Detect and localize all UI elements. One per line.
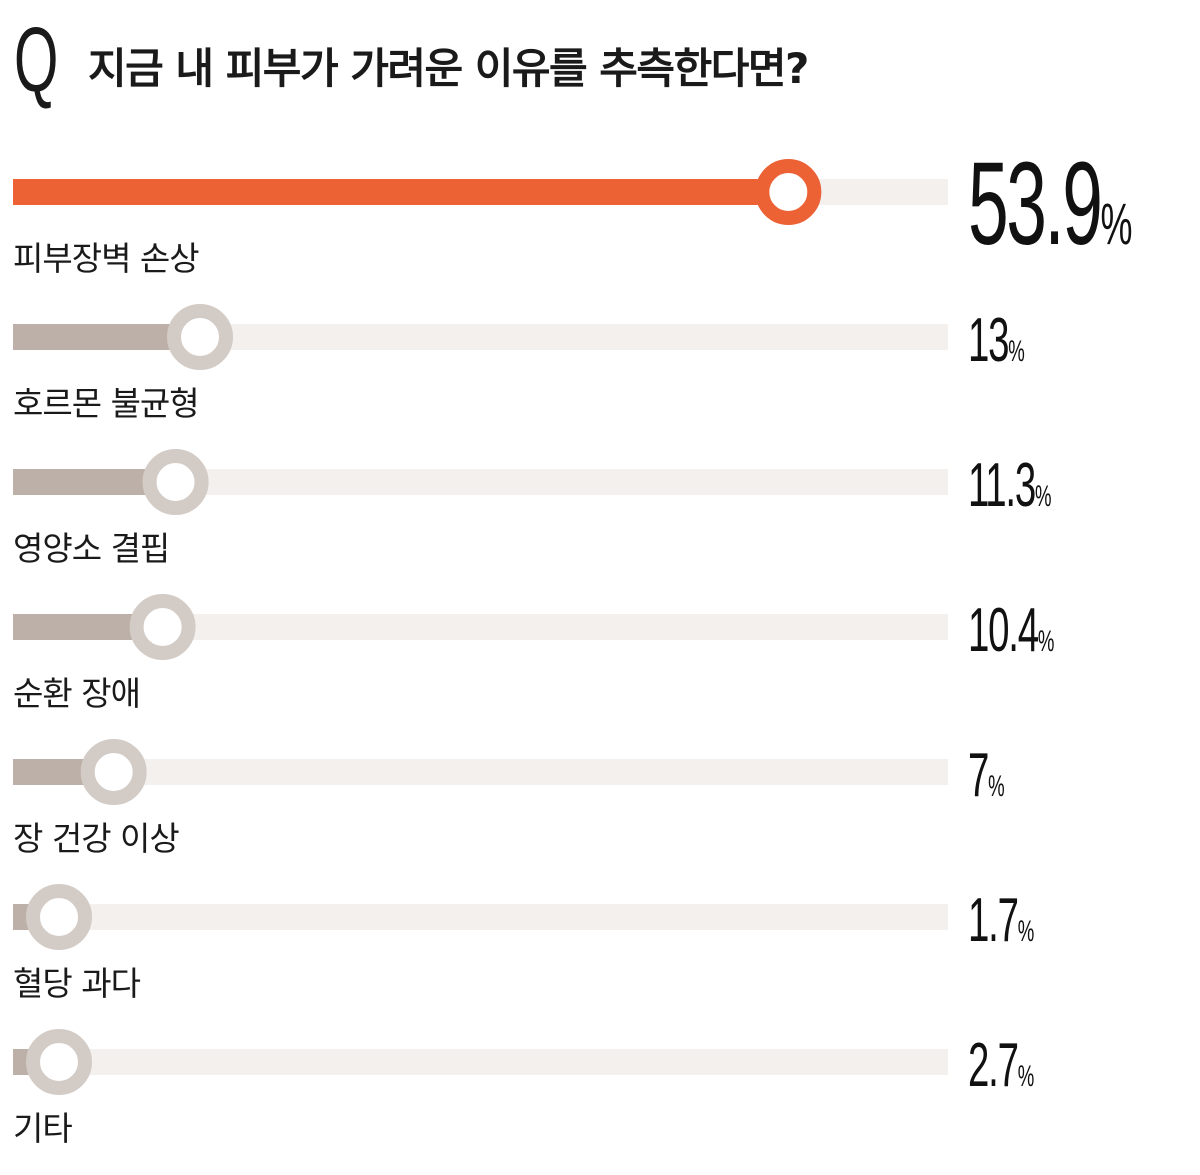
value-unit: % <box>1100 192 1131 257</box>
category-label: 장 건강 이상 <box>13 819 179 858</box>
value-number: 7% <box>968 740 1005 810</box>
bar-knob <box>80 739 147 805</box>
value-label: 11.3% <box>968 450 1053 520</box>
chart-title: 지금 내 피부가 가려운 이유를 추측한다면? <box>88 44 809 93</box>
category-label: 순환 장애 <box>13 674 140 713</box>
bar-track <box>13 904 948 930</box>
bar-knob <box>755 159 822 225</box>
value-label: 13% <box>968 305 1026 375</box>
category-label: 영양소 결핍 <box>13 529 169 568</box>
bar-knob <box>26 884 92 950</box>
bar-knob <box>26 1029 92 1095</box>
value-label: 2.7% <box>968 1030 1035 1100</box>
chart-header: Q 지금 내 피부가 가려운 이유를 추측한다면? <box>14 14 809 114</box>
bar-track <box>13 1049 948 1075</box>
value-unit: % <box>1038 625 1054 659</box>
category-label: 기타 <box>13 1109 72 1148</box>
bar-1 <box>13 179 789 205</box>
value-label: 7% <box>968 740 1006 810</box>
bar-knob <box>142 449 209 515</box>
value-label: 53.9% <box>968 137 1134 269</box>
bar-knob <box>129 594 196 660</box>
category-label: 혈당 과다 <box>13 964 141 1003</box>
value-label: 10.4% <box>968 595 1055 665</box>
value-unit: % <box>1018 1060 1034 1094</box>
category-label: 피부장벽 손상 <box>13 239 199 278</box>
value-number: 11.3% <box>968 450 1051 520</box>
value-number: 13% <box>968 305 1025 375</box>
value-number: 10.4% <box>968 595 1054 665</box>
value-unit: % <box>1018 915 1034 949</box>
bar-knob <box>167 304 233 370</box>
value-label: 1.7% <box>968 885 1035 955</box>
value-unit: % <box>1035 480 1051 514</box>
value-unit: % <box>1008 335 1024 369</box>
category-label: 호르몬 불균형 <box>13 384 199 423</box>
value-number: 53.9% <box>968 137 1132 269</box>
value-number: 2.7% <box>968 1030 1034 1100</box>
value-number: 1.7% <box>968 885 1034 955</box>
value-unit: % <box>988 770 1004 804</box>
bar-track <box>13 759 948 785</box>
